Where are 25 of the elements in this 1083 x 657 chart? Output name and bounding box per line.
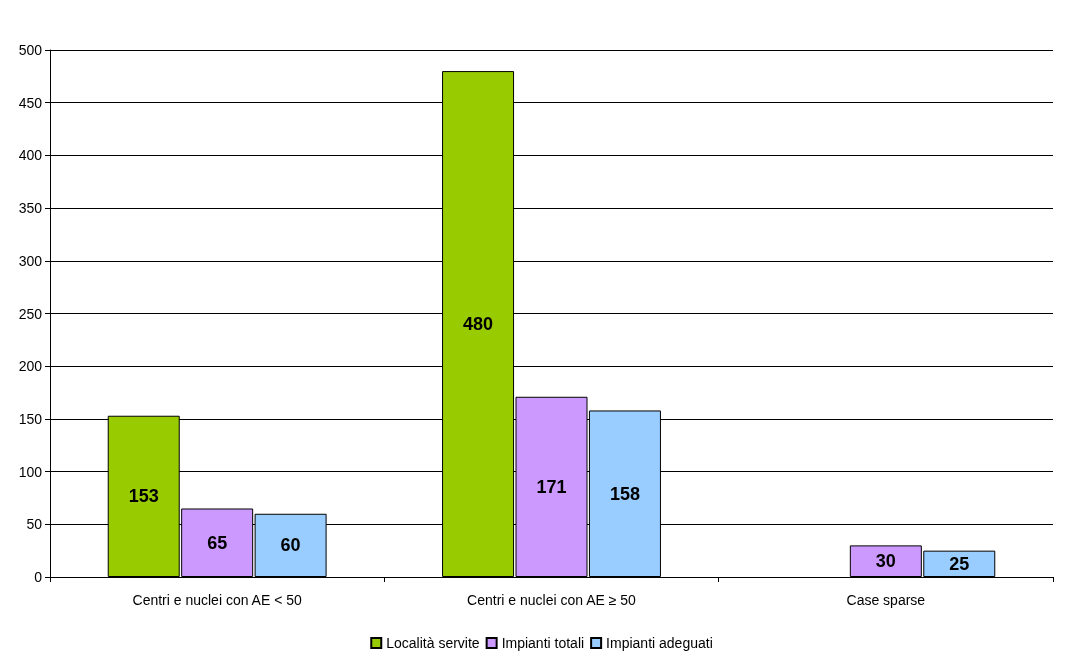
y-tick-label: 50 [26, 516, 43, 533]
y-tick-label: 0 [34, 569, 43, 585]
data-label: 158 [609, 483, 640, 504]
x-tick-label: Centri e nuclei con AE < 50 [132, 592, 303, 608]
data-label: 25 [949, 553, 970, 574]
data-label: 65 [207, 532, 228, 553]
data-label: 153 [128, 486, 159, 507]
data-label: 480 [463, 314, 494, 335]
data-label: 30 [875, 551, 896, 572]
legend-label: Località servite [386, 635, 480, 651]
y-tick-label: 400 [18, 147, 43, 164]
legend-label: Impianti adeguati [606, 635, 713, 651]
data-label: 171 [536, 476, 567, 497]
y-tick-label: 250 [18, 305, 43, 322]
y-tick-label: 350 [18, 200, 43, 217]
data-label: 60 [280, 535, 301, 556]
y-tick-label: 200 [18, 358, 43, 375]
x-tick-label: Centri e nuclei con AE ≥ 50 [467, 592, 637, 608]
y-tick-label: 450 [18, 94, 43, 111]
y-tick-label: 100 [18, 463, 43, 480]
y-tick-label: 500 [18, 42, 43, 58]
legend-label: Impianti totali [501, 635, 585, 651]
y-tick-label: 300 [18, 252, 43, 269]
x-tick-label: Case sparse [846, 592, 926, 608]
y-tick-label: 150 [18, 410, 43, 427]
